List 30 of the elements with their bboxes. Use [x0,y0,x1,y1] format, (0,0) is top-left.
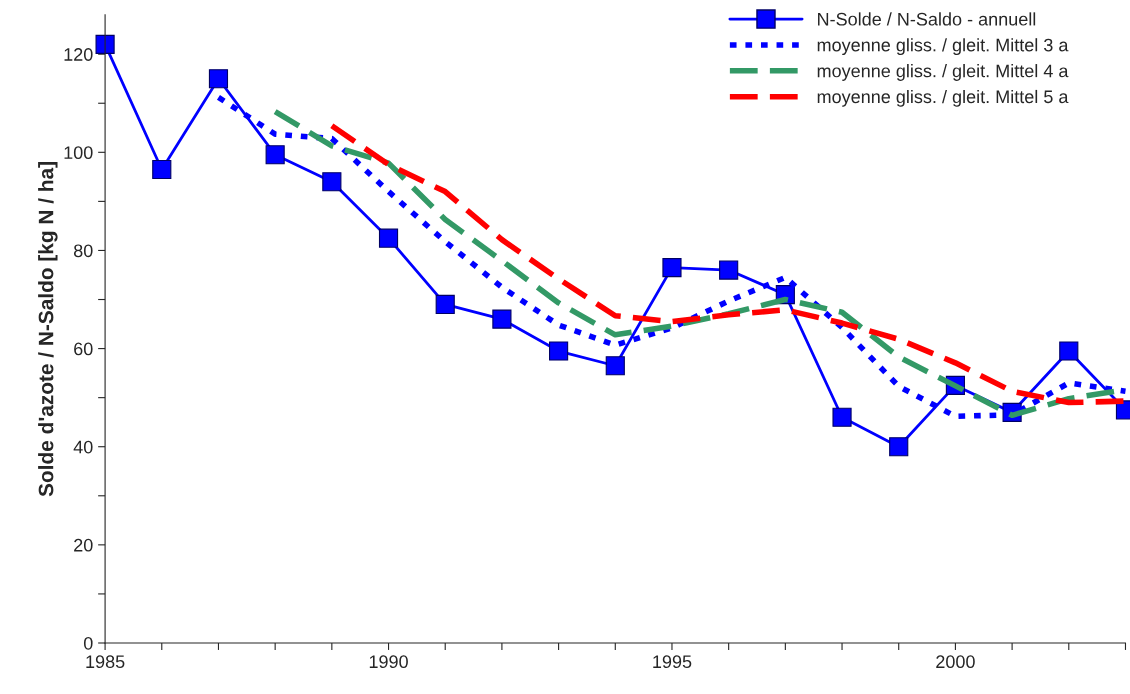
point [208,69,229,89]
point [832,407,852,427]
legend-label: moyenne gliss. / gleit. Mittel 5 a [817,89,1069,107]
point [719,260,739,280]
point [322,172,342,192]
y-tick-label: 40 [73,440,93,454]
point [152,159,172,180]
y-axis-title: Solde d'azote / N-Saldo [kg N / ha] [38,162,58,497]
point [378,228,399,248]
legend-label: moyenne gliss. / gleit. Mittel 4 a [817,64,1069,81]
point [265,145,285,165]
point [662,258,682,278]
x-tick-label: 1985 [86,655,125,669]
x-tick-label: 2000 [936,655,975,669]
x-tick-label: 1990 [369,655,408,669]
point [435,294,455,315]
point [1059,341,1079,361]
y-tick-label: 0 [83,636,93,650]
y-tick-label: 20 [74,538,93,552]
y-tick-label: 120 [64,48,93,61]
point [549,341,569,361]
point [889,437,909,457]
point [605,356,625,376]
legend-label: moyenne gliss. / gleit. Mittel 3 a [817,38,1069,56]
y-tick-label: 100 [64,146,93,160]
y-tick-label: 60 [74,342,93,356]
legend-label: N-Solde / N-Saldo - annuell [818,12,1036,26]
point [492,309,512,329]
y-tick-label: 80 [73,244,93,258]
x-tick-label: 1995 [653,655,692,669]
